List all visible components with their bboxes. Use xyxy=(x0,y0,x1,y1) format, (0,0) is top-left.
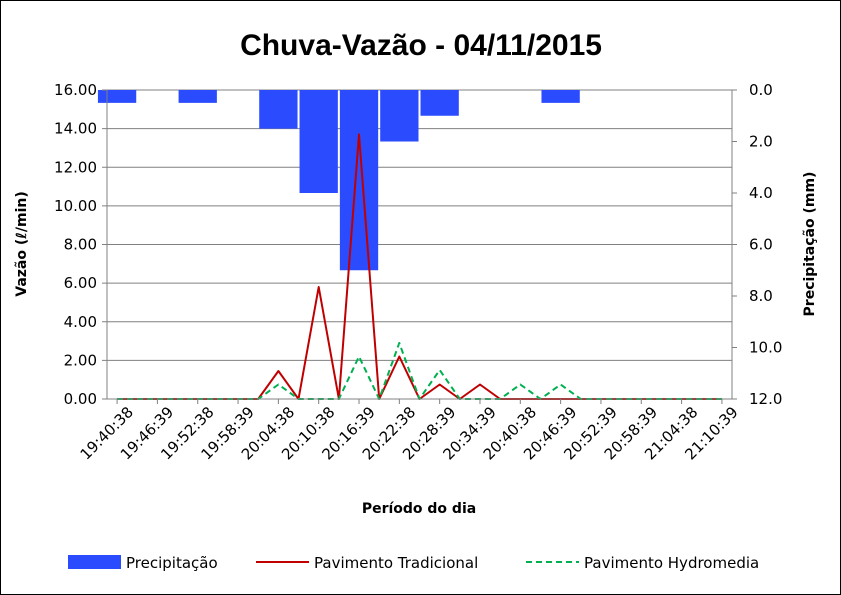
left-axis-ticks: 0.00 2.00 4.00 6.00 8.00 10.00 12.00 14.00 16.00 xyxy=(54,81,97,408)
gridlines xyxy=(107,89,732,400)
legend-label-hydromedia: Pavimento Hydromedia xyxy=(584,554,759,572)
right-tick-label: 8.0 xyxy=(749,287,773,305)
precipitation-bar xyxy=(541,90,580,103)
right-tick-label: 4.0 xyxy=(749,184,773,202)
legend-label-precipitation: Precipitação xyxy=(126,554,218,572)
right-tick-label: 10.0 xyxy=(749,339,782,357)
legend: Precipitação Pavimento Tradicional Pavim… xyxy=(68,554,759,572)
axes xyxy=(102,89,737,404)
left-tick-label: 6.00 xyxy=(64,274,97,292)
x-axis-title: Período do dia xyxy=(362,501,476,517)
right-tick-label: 12.0 xyxy=(749,390,782,408)
left-tick-label: 2.00 xyxy=(64,351,97,369)
precipitation-bar xyxy=(420,90,459,116)
precipitation-bar xyxy=(259,90,298,129)
chart-title: Chuva-Vazão - 04/11/2015 xyxy=(240,29,602,62)
precipitation-bar xyxy=(339,90,379,271)
precipitation-bar xyxy=(178,90,217,103)
left-tick-label: 14.00 xyxy=(54,120,97,138)
x-axis-ticks: 19:40:3819:46:3919:52:3819:58:3920:04:38… xyxy=(77,403,742,463)
legend-swatch-precipitation xyxy=(68,555,121,569)
right-tick-label: 0.0 xyxy=(749,81,773,99)
precipitation-bar xyxy=(97,90,137,103)
legend-label-tradicional: Pavimento Tradicional xyxy=(314,554,478,572)
right-tick-label: 2.0 xyxy=(749,133,773,151)
right-axis-ticks: 0.0 2.0 4.0 6.0 8.0 10.0 12.0 xyxy=(749,81,782,408)
flow-lines xyxy=(117,133,722,400)
right-tick-label: 6.0 xyxy=(749,236,773,254)
left-tick-label: 16.00 xyxy=(54,81,97,99)
right-axis-title: Precipitação (mm) xyxy=(802,172,818,317)
series-line-tradicional xyxy=(117,133,722,400)
left-tick-label: 8.00 xyxy=(64,236,97,254)
left-tick-label: 4.00 xyxy=(64,313,97,331)
left-axis-title: Vazão (ℓ/min) xyxy=(14,191,30,296)
left-tick-label: 12.00 xyxy=(54,158,97,176)
precipitation-bar xyxy=(380,90,419,142)
series-line-hydromedia xyxy=(117,342,722,400)
precipitation-bar xyxy=(299,90,338,193)
left-tick-label: 10.00 xyxy=(54,197,97,215)
precipitation-bars xyxy=(97,90,580,271)
left-tick-label: 0.00 xyxy=(64,390,97,408)
